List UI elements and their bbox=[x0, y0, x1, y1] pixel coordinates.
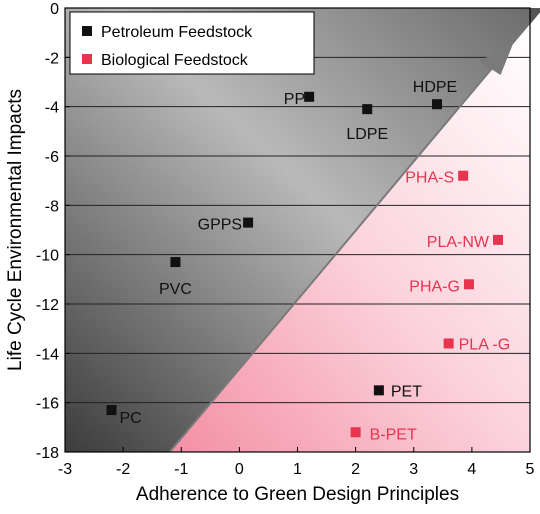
y-tick-label: -18 bbox=[36, 445, 59, 462]
point-b-pet bbox=[350, 427, 361, 438]
y-tick-label: -4 bbox=[45, 100, 59, 117]
x-tick-label: -3 bbox=[58, 461, 72, 478]
trend-arrow-line bbox=[168, 50, 508, 453]
x-tick-label: -2 bbox=[116, 461, 130, 478]
petroleum-region bbox=[65, 8, 540, 452]
y-tick-label: -16 bbox=[36, 396, 59, 413]
x-tick-label: 4 bbox=[467, 461, 476, 478]
point-gpps bbox=[243, 217, 254, 228]
label-pla-g: PLA -G bbox=[459, 336, 511, 353]
point-pvc bbox=[170, 257, 181, 268]
x-tick-label: 3 bbox=[409, 461, 418, 478]
x-tick-label: 2 bbox=[351, 461, 360, 478]
label-hdpe: HDPE bbox=[413, 79, 457, 96]
label-b-pet: B-PET bbox=[370, 426, 417, 443]
y-tick-label: 0 bbox=[50, 1, 59, 18]
x-tick-label: 5 bbox=[526, 461, 535, 478]
label-pla-nw: PLA-NW bbox=[427, 234, 490, 251]
x-tick-label: 1 bbox=[293, 461, 302, 478]
point-pha-s bbox=[458, 170, 469, 181]
legend-swatch-0 bbox=[82, 26, 92, 36]
x-tick-label: 0 bbox=[235, 461, 244, 478]
y-tick-label: -14 bbox=[36, 346, 59, 363]
label-pp: PP bbox=[284, 91, 305, 108]
y-tick-label: -12 bbox=[36, 297, 59, 314]
label-pha-s: PHA-S bbox=[405, 170, 454, 187]
y-tick-label: -8 bbox=[45, 198, 59, 215]
label-gpps: GPPS bbox=[198, 217, 242, 234]
legend-label-1: Biological Feedstock bbox=[101, 52, 249, 69]
legend-box bbox=[69, 11, 315, 75]
x-axis-label: Adherence to Green Design Principles bbox=[136, 484, 459, 505]
petroleum-region-top bbox=[530, 8, 540, 25]
label-pc: PC bbox=[120, 410, 142, 427]
y-tick-label: -6 bbox=[45, 149, 59, 166]
y-axis-label: Life Cycle Environmental Impacts bbox=[5, 89, 26, 371]
point-hdpe bbox=[432, 99, 442, 110]
point-pp bbox=[304, 91, 315, 102]
y-tick-label: -2 bbox=[45, 50, 59, 67]
label-pha-g: PHA-G bbox=[409, 278, 460, 295]
trend-arrow-head bbox=[478, 45, 513, 75]
x-tick-label: -1 bbox=[174, 461, 188, 478]
point-pla-nw bbox=[493, 234, 504, 245]
legend-swatch-1 bbox=[82, 54, 92, 64]
point-pla-g bbox=[443, 338, 454, 349]
label-pet: PET bbox=[391, 383, 422, 400]
y-tick-label: -10 bbox=[36, 248, 59, 265]
point-ldpe bbox=[362, 104, 373, 115]
point-pc bbox=[106, 405, 117, 416]
label-ldpe: LDPE bbox=[346, 126, 388, 143]
label-pvc: PVC bbox=[159, 281, 192, 298]
legend-label-0: Petroleum Feedstock bbox=[101, 24, 253, 41]
point-pha-g bbox=[463, 279, 474, 290]
point-pet bbox=[373, 385, 384, 396]
